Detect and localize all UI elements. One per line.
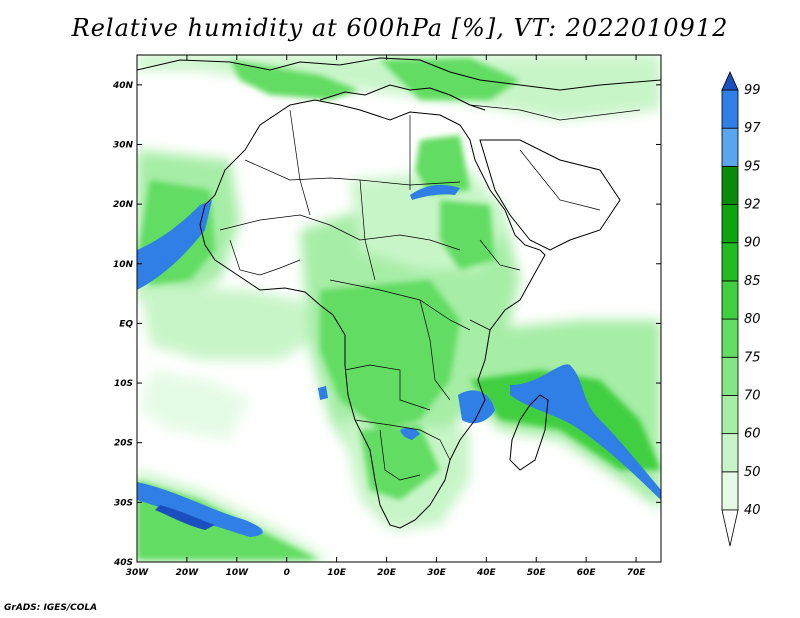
y-tick-label: 40S	[113, 558, 133, 568]
colorbar-label: 92	[744, 198, 761, 213]
colorbar-segment	[721, 204, 739, 244]
colorbar-segment	[721, 318, 739, 358]
map-title: Relative humidity at 600hPa [%], VT: 202…	[71, 14, 729, 42]
humidity-field	[137, 55, 661, 560]
madagascar-coastline	[509, 394, 549, 471]
grads-credit: GrADS: IGES/COLA	[4, 603, 98, 613]
rh-core-indian-ocean-band	[510, 364, 661, 500]
colorbar-label: 40	[744, 503, 761, 518]
colorbar-label: 70	[744, 388, 761, 403]
colorbar-segment	[721, 471, 739, 511]
y-tick-label: EQ	[119, 319, 133, 329]
colorbar-label: 99	[744, 83, 761, 98]
rh-region-mid-central	[320, 280, 460, 430]
y-tick-label: 20N	[113, 200, 134, 210]
border-southern-africa	[354, 419, 451, 461]
colorbar-segment	[721, 127, 739, 167]
colorbar-segment	[721, 395, 739, 435]
border-namibia-botswana	[379, 429, 421, 481]
x-tick-label: 70E	[627, 568, 647, 578]
x-tick-label: 60E	[577, 568, 597, 578]
rh-core-south-atlantic	[137, 482, 263, 537]
rh-region-light-gulf	[140, 285, 330, 360]
border-chad-sudan	[359, 179, 376, 281]
rh-region-mid-egypt	[415, 135, 470, 195]
border-kenya-tanzania	[469, 319, 491, 331]
rh-region-mid-north	[230, 60, 360, 100]
europe-coastline	[137, 57, 661, 91]
country-borders	[219, 104, 641, 481]
colorbar-label: 75	[744, 350, 761, 365]
mediterranean-north-coast	[319, 84, 486, 111]
colorbar-segment	[721, 242, 739, 282]
border-middle-east	[469, 104, 641, 121]
x-axis: 30W 20W 10W 0 10E 20E 30E 40E 50E 60E 70E	[126, 55, 646, 578]
colorbar-segment	[721, 165, 739, 205]
colorbar-label: 97	[744, 121, 761, 136]
colorbar-segment	[721, 280, 739, 320]
x-tick-label: 0	[284, 568, 290, 578]
border-west-africa	[229, 239, 301, 276]
x-tick-label: 30W	[126, 568, 150, 578]
y-axis: 40S 30S 20S 10S EQ 10N 20N 30N 40N	[112, 81, 661, 568]
border-dr-congo-east	[419, 299, 451, 401]
colorbar-label: 95	[744, 159, 761, 174]
colorbar-low-triangle	[721, 509, 739, 547]
rh-core-angola	[318, 386, 328, 400]
y-tick-label: 20S	[114, 439, 133, 449]
border-sahara-horizontal	[244, 159, 461, 186]
x-tick-label: 40E	[476, 568, 497, 578]
colorbar: 40 50 60 70 75 80 85 90 92 95 97 99	[721, 71, 761, 547]
colorbar-label: 85	[744, 274, 761, 289]
rh-region-mid-zambia	[360, 425, 440, 500]
border-algeria-niger	[289, 109, 311, 216]
x-tick-label: 50E	[527, 568, 547, 578]
y-tick-label: 40N	[112, 81, 134, 91]
border-angola-zambia	[344, 364, 431, 411]
y-tick-label: 10S	[114, 379, 133, 389]
colorbar-segment	[721, 356, 739, 396]
x-tick-label: 30E	[427, 568, 447, 578]
border-ethiopia-somalia	[479, 239, 521, 271]
rh-region-mid-sudan	[440, 200, 495, 270]
colorbar-segment	[721, 433, 739, 473]
border-arabia-interior	[519, 149, 601, 211]
colorbar-high-triangle	[721, 71, 739, 91]
africa-coastline	[199, 99, 546, 529]
rh-core-zambia	[400, 427, 420, 440]
rh-core-mozambique	[458, 390, 495, 424]
rh-core-west-africa-coast	[137, 200, 212, 290]
border-sahel-horizontal	[219, 214, 461, 251]
colorbar-label: 90	[744, 236, 761, 251]
colorbar-label: 50	[744, 465, 761, 480]
colorbar-label: 60	[744, 427, 761, 442]
colorbar-segment	[721, 89, 739, 129]
x-tick-label: 10E	[327, 568, 347, 578]
rh-region-light-mid-atlantic	[140, 370, 250, 440]
plot-frame	[136, 54, 662, 563]
x-tick-label: 20W	[176, 568, 200, 578]
y-tick-label: 10N	[113, 260, 134, 270]
x-tick-label: 10W	[226, 568, 250, 578]
colorbar-label: 80	[744, 312, 761, 327]
x-tick-label: 20E	[377, 568, 397, 578]
y-tick-label: 30S	[114, 498, 133, 508]
y-tick-label: 30N	[113, 140, 134, 150]
arabia-coastline	[479, 139, 621, 251]
coastlines	[137, 57, 661, 529]
rh-core-sudan-band	[410, 184, 460, 200]
rh-core-south-atlantic-west	[155, 505, 215, 530]
